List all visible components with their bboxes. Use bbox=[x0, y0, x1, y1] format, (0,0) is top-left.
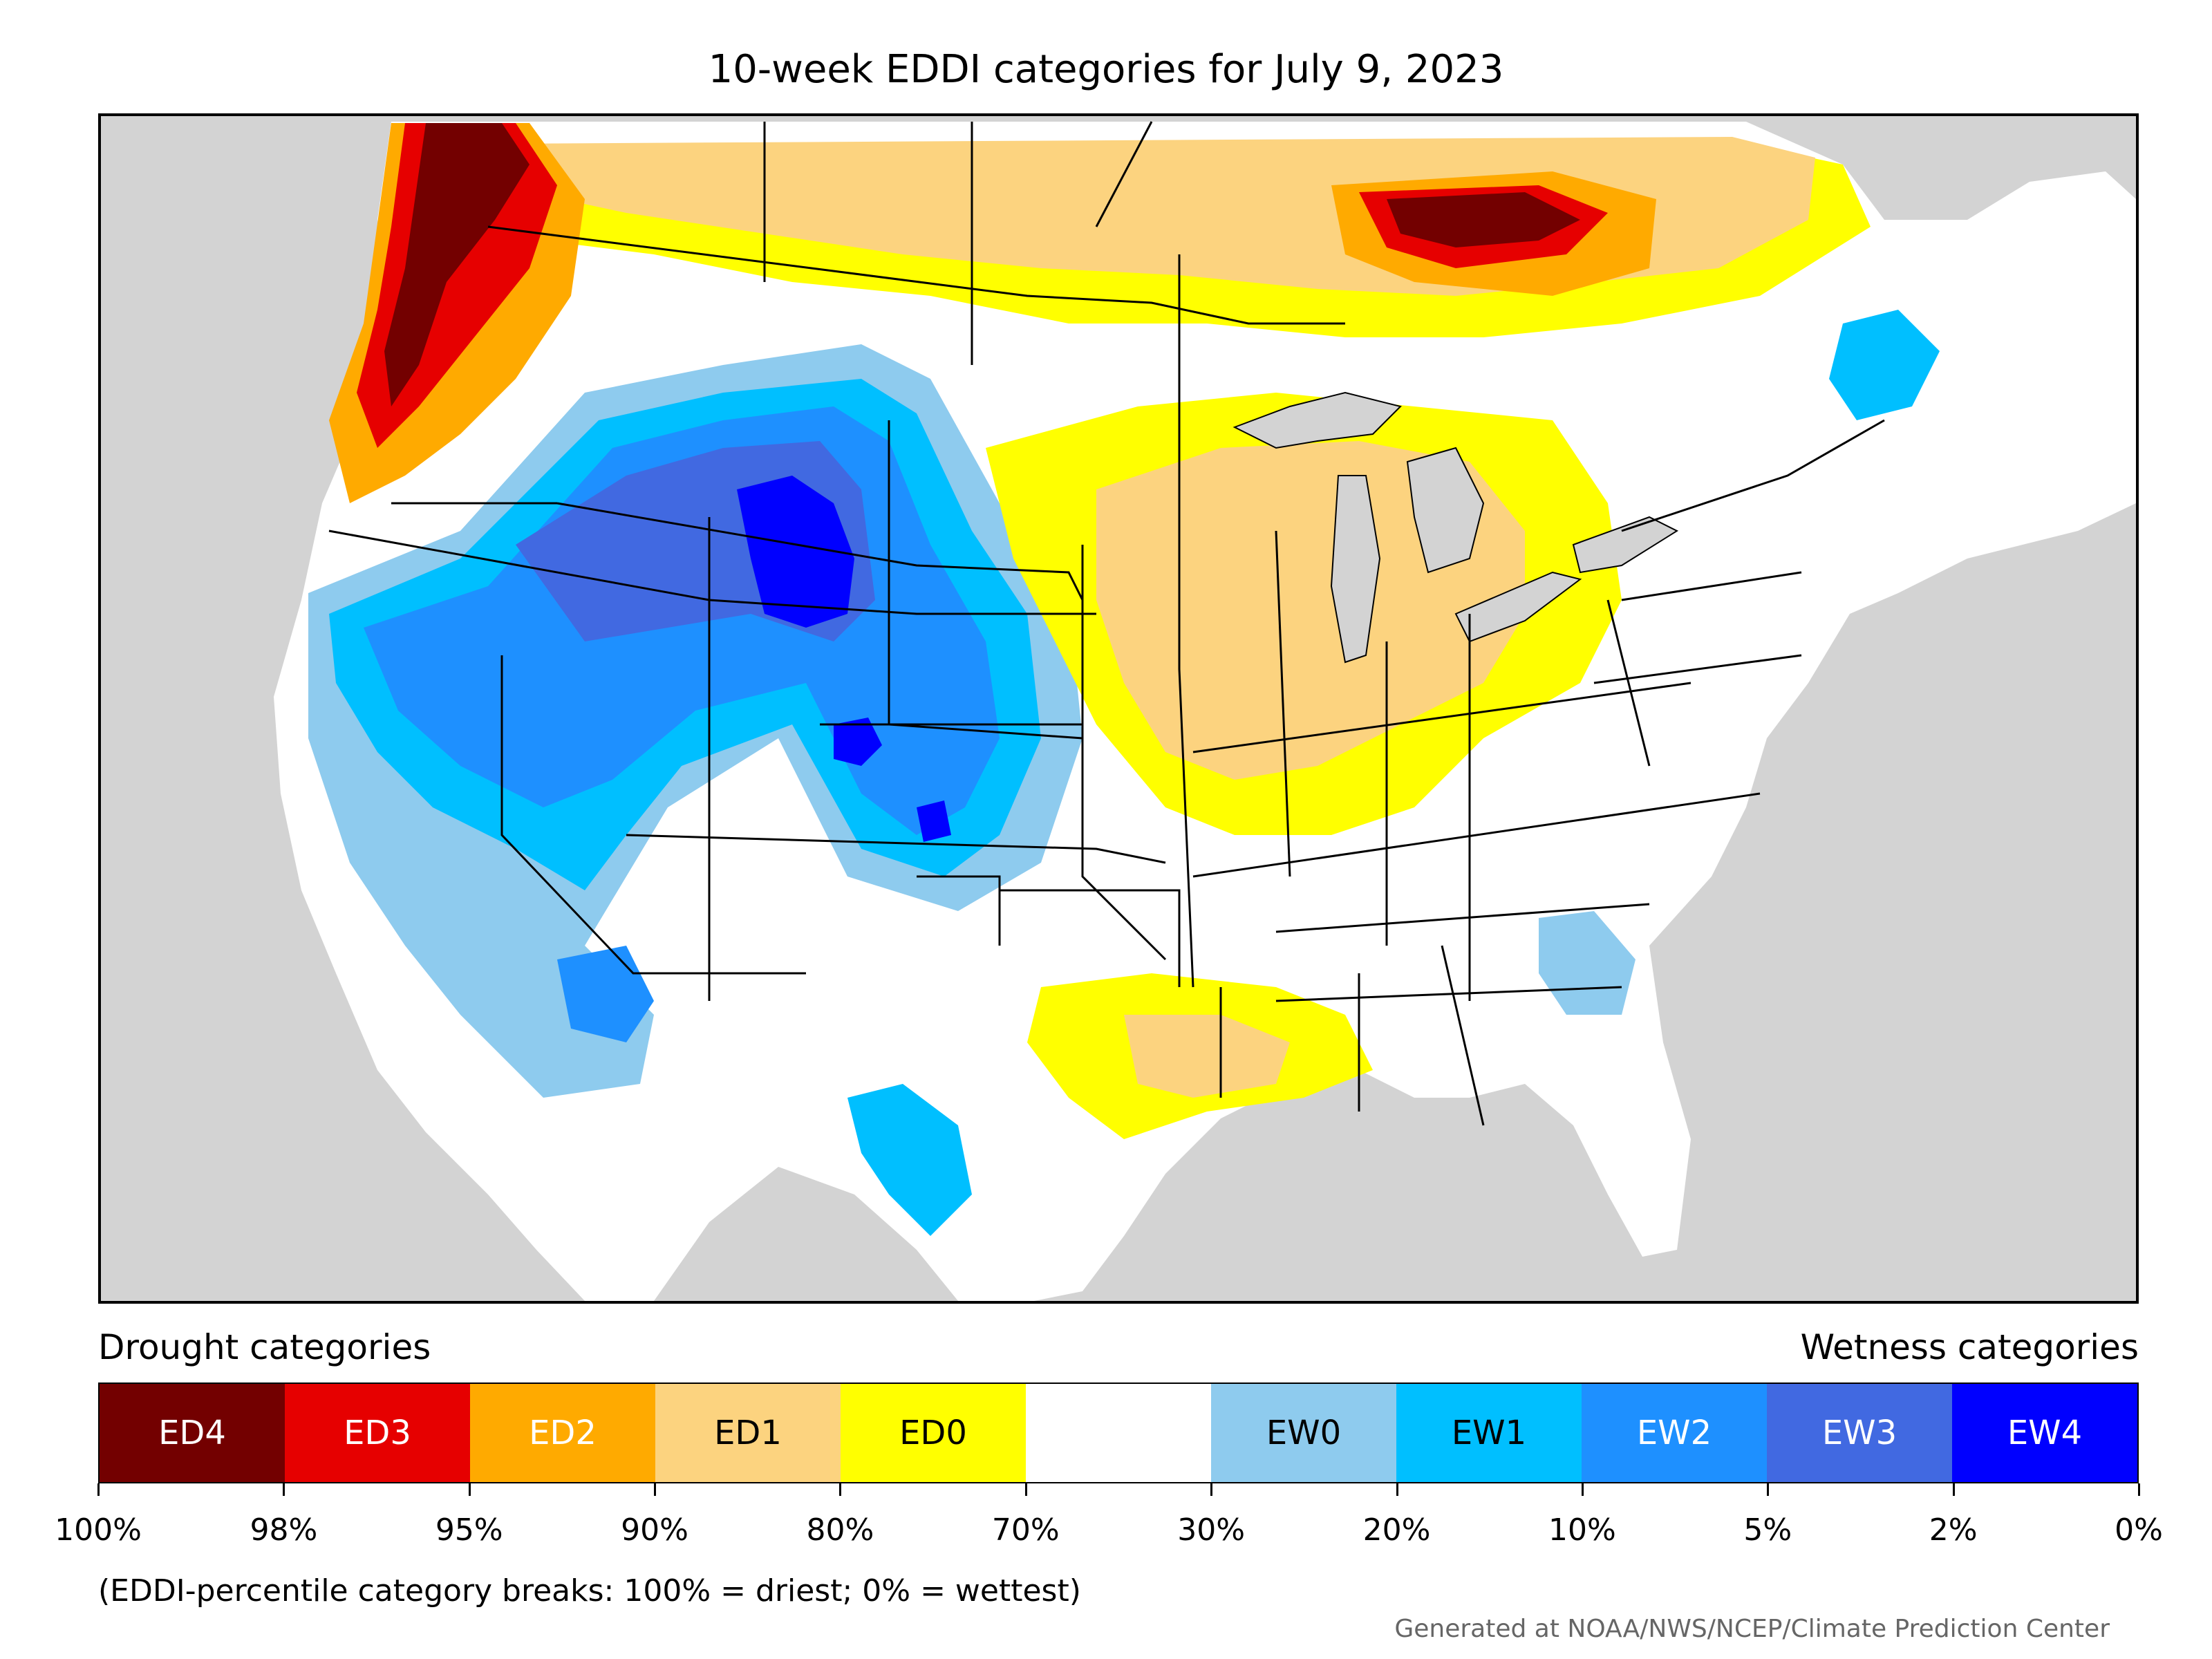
dry-ed4-ontario bbox=[1387, 192, 1580, 247]
legend-tick-label: 70% bbox=[991, 1512, 1060, 1548]
legend-tick bbox=[1210, 1483, 1213, 1496]
wetness-categories-label: Wetness categories bbox=[1800, 1327, 2139, 1367]
wet-ew1-texas bbox=[847, 1084, 972, 1236]
wet-ew4-oklahoma bbox=[917, 800, 951, 842]
legend-tick-label: 98% bbox=[250, 1512, 318, 1548]
legend-swatch: EW3 bbox=[1767, 1384, 1952, 1482]
legend-tick-label: 0% bbox=[2115, 1512, 2163, 1548]
legend-swatch: ED0 bbox=[841, 1384, 1026, 1482]
dry-ed1-south bbox=[1124, 1015, 1290, 1098]
legend-tick bbox=[839, 1483, 842, 1496]
legend-ticks bbox=[97, 1483, 2140, 1497]
legend-swatch: EW4 bbox=[1952, 1384, 2137, 1482]
legend-tick bbox=[1767, 1483, 1770, 1496]
legend-tick-label: 100% bbox=[55, 1512, 142, 1548]
wet-ew4-wyoming bbox=[737, 476, 854, 628]
legend-tick-label: 20% bbox=[1362, 1512, 1431, 1548]
legend-swatch: EW0 bbox=[1211, 1384, 1396, 1482]
legend-note: (EDDI-percentile category breaks: 100% =… bbox=[98, 1573, 1081, 1609]
credit-text: Generated at NOAA/NWS/NCEP/Climate Predi… bbox=[1394, 1615, 2110, 1643]
legend-tick bbox=[654, 1483, 657, 1496]
wet-ew4-colorado bbox=[834, 718, 882, 766]
legend-swatch: ED3 bbox=[285, 1384, 470, 1482]
legend-tick bbox=[1581, 1483, 1584, 1496]
wet-ew1-northeast bbox=[1829, 310, 1940, 420]
dry-ed4-northwest bbox=[384, 123, 529, 406]
legend-tick bbox=[1952, 1483, 1955, 1496]
great-lakes bbox=[1232, 391, 1679, 664]
legend-tick bbox=[97, 1483, 100, 1496]
boundaries bbox=[328, 121, 1885, 1126]
legend-swatch: EW2 bbox=[1582, 1384, 1767, 1482]
legend-tick-label: 95% bbox=[435, 1512, 503, 1548]
legend-tick-label: 80% bbox=[806, 1512, 874, 1548]
drought-categories-label: Drought categories bbox=[98, 1327, 431, 1367]
legend-tick bbox=[1024, 1483, 1027, 1496]
legend-tick-label: 90% bbox=[621, 1512, 688, 1548]
legend-swatch bbox=[1026, 1384, 1211, 1482]
legend-tick-label: 5% bbox=[1743, 1512, 1792, 1548]
legend-swatch: ED2 bbox=[470, 1384, 655, 1482]
legend-tick bbox=[468, 1483, 471, 1496]
legend-tick bbox=[1396, 1483, 1398, 1496]
legend-swatch: ED1 bbox=[655, 1384, 841, 1482]
legend-tick-label: 30% bbox=[1177, 1512, 1246, 1548]
map-svg bbox=[274, 121, 2136, 1301]
legend-swatch: ED4 bbox=[100, 1384, 285, 1482]
map-panel bbox=[98, 113, 2139, 1304]
map-title: 10-week EDDI categories for July 9, 2023 bbox=[708, 47, 1504, 92]
legend-tick-label: 2% bbox=[1929, 1512, 1978, 1548]
legend-tick bbox=[283, 1483, 285, 1496]
legend-colorbar: ED4 ED3 ED2 ED1 ED0 EW0 EW1 EW2 EW3 EW4 bbox=[98, 1382, 2139, 1483]
legend-tick bbox=[2138, 1483, 2140, 1496]
legend-tick-label: 10% bbox=[1548, 1512, 1616, 1548]
legend-swatch: EW1 bbox=[1396, 1384, 1582, 1482]
